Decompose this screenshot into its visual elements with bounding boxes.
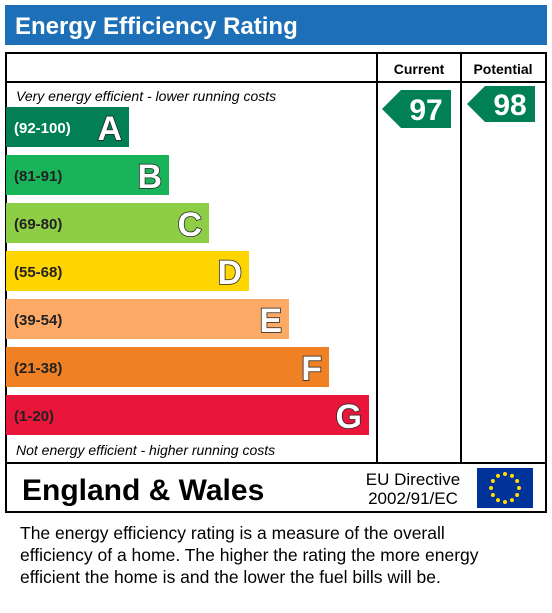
- star: [490, 493, 495, 497]
- star: [489, 486, 493, 490]
- star: [496, 498, 500, 503]
- bottom-note: Not energy efficient - higher running co…: [16, 442, 275, 458]
- band-letter: F: [301, 350, 322, 388]
- band: [6, 347, 329, 387]
- directive: 2002/91/EC: [368, 489, 458, 508]
- band-range: (92-100): [14, 120, 71, 137]
- current-value: 97: [409, 94, 442, 127]
- caption-line: efficient the home is and the lower the …: [20, 567, 441, 587]
- star: [515, 479, 520, 483]
- band-range: (55-68): [14, 264, 62, 281]
- star: [503, 472, 507, 476]
- band-letter: A: [97, 110, 122, 148]
- caption: The energy efficiency rating is a measur…: [20, 522, 540, 588]
- potential-arrow: [467, 86, 535, 122]
- potential-header: Potential: [473, 61, 532, 77]
- star: [517, 486, 521, 490]
- eu-flag: [477, 468, 533, 508]
- star: [510, 498, 514, 503]
- caption-line: The energy efficiency rating is a measur…: [20, 523, 445, 543]
- band-range: (39-54): [14, 312, 62, 329]
- band: [6, 251, 249, 291]
- band: [6, 155, 169, 195]
- band: [6, 395, 369, 435]
- title-bar: [5, 5, 547, 45]
- band-letter: G: [336, 398, 362, 436]
- band-range: (1-20): [14, 408, 54, 425]
- current-arrow: [382, 90, 451, 128]
- band-range: (81-91): [14, 168, 62, 185]
- band-range: (21-38): [14, 360, 62, 377]
- star: [503, 500, 507, 504]
- band-letter: C: [177, 206, 202, 244]
- region: England & Wales: [22, 474, 264, 507]
- band: [6, 107, 129, 147]
- directive: EU Directive: [366, 470, 460, 489]
- potential-value: 98: [493, 89, 526, 122]
- caption-line: efficiency of a home. The higher the rat…: [20, 545, 479, 565]
- band: [6, 299, 289, 339]
- title: Energy Efficiency Rating: [15, 13, 298, 40]
- star: [496, 473, 500, 478]
- top-note: Very energy efficient - lower running co…: [16, 88, 276, 104]
- star: [515, 493, 520, 497]
- star: [490, 479, 495, 483]
- band-letter: E: [259, 302, 282, 340]
- band-letter: D: [217, 254, 242, 292]
- current-header: Current: [394, 61, 445, 77]
- band: [6, 203, 209, 243]
- band-range: (69-80): [14, 216, 62, 233]
- star: [510, 473, 514, 478]
- epc-chart: Energy Efficiency Rating Current Potenti…: [5, 5, 547, 513]
- band-letter: B: [137, 158, 162, 196]
